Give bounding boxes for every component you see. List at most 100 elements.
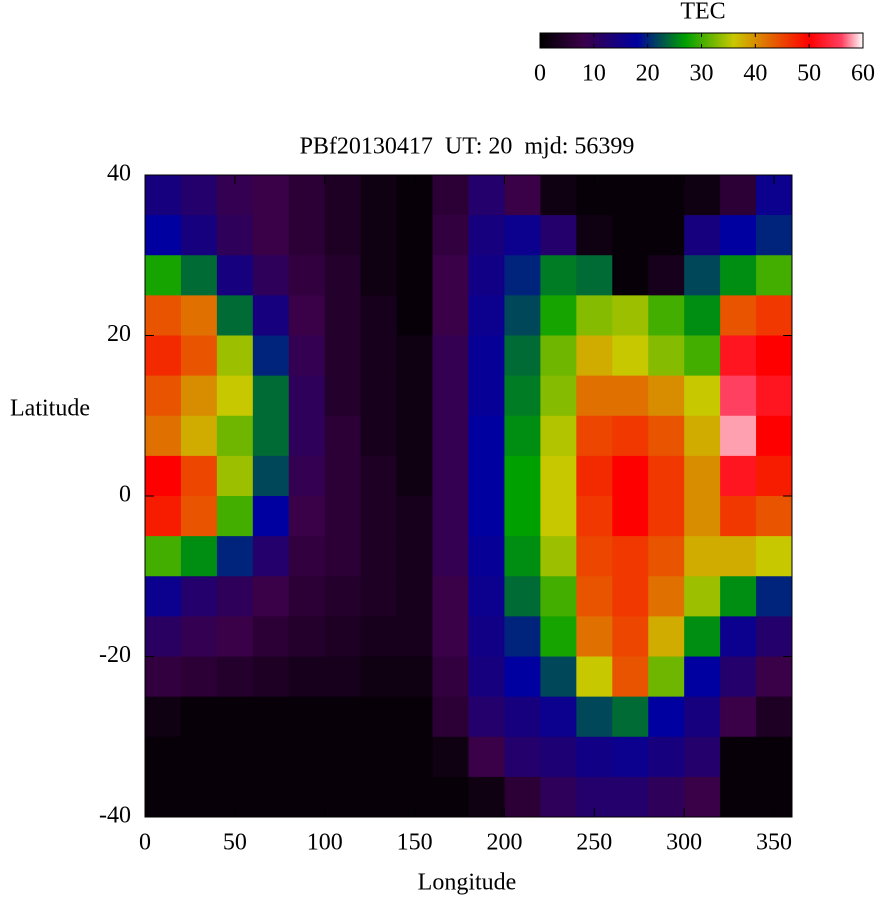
- heatmap-cell: [396, 375, 434, 417]
- heatmap-cell: [684, 616, 721, 657]
- heatmap-cell: [360, 375, 398, 417]
- heatmap-cell: [648, 295, 685, 336]
- heatmap-cell: [324, 455, 362, 497]
- heatmap-cell: [216, 215, 254, 256]
- heatmap-cell: [145, 375, 182, 417]
- heatmap-cell: [720, 576, 757, 617]
- heatmap-cell: [468, 696, 505, 738]
- heatmap-cell: [648, 536, 685, 577]
- heatmap-cell: [288, 455, 326, 497]
- heatmap-cell: [288, 776, 326, 818]
- heatmap-cell: [612, 496, 649, 537]
- heatmap-cell: [684, 255, 721, 296]
- heatmap-cell: [720, 255, 757, 296]
- x-tick-label: 250: [576, 830, 612, 856]
- heatmap-cell: [288, 175, 326, 216]
- heatmap-cell: [145, 455, 182, 497]
- heatmap-cell: [468, 656, 505, 698]
- heatmap-cell: [684, 696, 721, 738]
- heatmap-cell: [288, 536, 326, 577]
- heatmap-cell: [180, 255, 218, 296]
- heatmap-cell: [684, 375, 721, 417]
- heatmap-cell: [504, 776, 541, 818]
- heatmap-cell: [504, 255, 541, 296]
- heatmap-cell: [396, 696, 434, 738]
- heatmap-cell: [216, 656, 254, 698]
- heatmap-cell: [756, 375, 793, 417]
- heatmap-cell: [540, 295, 577, 336]
- heatmap-cell: [180, 576, 218, 617]
- heatmap-cell: [396, 335, 434, 377]
- heatmap-cell: [576, 375, 613, 417]
- heatmap-cell: [252, 736, 290, 778]
- heatmap-cell: [145, 496, 182, 537]
- heatmap-cell: [324, 335, 362, 377]
- heatmap-cell: [504, 175, 541, 216]
- heatmap-cell: [432, 375, 469, 417]
- heatmap-cell: [432, 616, 469, 657]
- heatmap-cell: [180, 215, 218, 256]
- y-tick-label: -40: [99, 803, 131, 829]
- heatmap-cell: [145, 415, 182, 457]
- heatmap-cell: [468, 375, 505, 417]
- heatmap-cell: [576, 736, 613, 778]
- heatmap-cell: [540, 175, 577, 216]
- heatmap-cell: [468, 295, 505, 336]
- heatmap-cell: [756, 415, 793, 457]
- heatmap-cell: [252, 255, 290, 296]
- heatmap-cell: [720, 536, 757, 577]
- heatmap-cell: [288, 295, 326, 336]
- heatmap-cell: [684, 455, 721, 497]
- heatmap-cell: [288, 415, 326, 457]
- heatmap-cell: [540, 415, 577, 457]
- heatmap-cell: [720, 375, 757, 417]
- colorbar-tick-label: 10: [582, 61, 606, 87]
- heatmap-cell: [288, 656, 326, 698]
- heatmap-cell: [180, 335, 218, 377]
- heatmap-cell: [648, 375, 685, 417]
- heatmap-cell: [360, 536, 398, 577]
- heatmap-cell: [576, 536, 613, 577]
- heatmap-cell: [648, 335, 685, 377]
- heatmap-cell: [324, 696, 362, 738]
- heatmap-cell: [648, 175, 685, 216]
- heatmap-cell: [504, 736, 541, 778]
- heatmap-cell: [288, 375, 326, 417]
- heatmap-cell: [648, 576, 685, 617]
- heatmap-cell: [288, 576, 326, 617]
- colorbar-tick-label: 20: [636, 61, 660, 87]
- heatmap-cell: [324, 616, 362, 657]
- heatmap-cell: [504, 496, 541, 537]
- heatmap-cell: [145, 215, 182, 256]
- heatmap-cell: [360, 616, 398, 657]
- heatmap-cell: [324, 215, 362, 256]
- heatmap-cell: [180, 175, 218, 216]
- heatmap-cell: [684, 415, 721, 457]
- heatmap-cell: [720, 335, 757, 377]
- heatmap-cell: [612, 576, 649, 617]
- heatmap-cell: [432, 536, 469, 577]
- heatmap-cell: [504, 335, 541, 377]
- heatmap-cell: [468, 175, 505, 216]
- heatmap-cell: [288, 215, 326, 256]
- heatmap-cell: [252, 415, 290, 457]
- heatmap-cell: [252, 295, 290, 336]
- heatmap-cell: [720, 496, 757, 537]
- heatmap-cell: [612, 295, 649, 336]
- heatmap-cell: [324, 496, 362, 537]
- heatmap-cell: [540, 496, 577, 537]
- x-tick-label: 150: [397, 830, 433, 856]
- heatmap-cell: [360, 656, 398, 698]
- heatmap-cell: [252, 656, 290, 698]
- heatmap-cell: [540, 696, 577, 738]
- heatmap-cell: [468, 415, 505, 457]
- heatmap-cell: [396, 656, 434, 698]
- heatmap-cell: [360, 455, 398, 497]
- heatmap-cell: [145, 736, 182, 778]
- heatmap-cell: [504, 215, 541, 256]
- colorbar-tick-label: 50: [797, 61, 821, 87]
- heatmap-cell: [396, 295, 434, 336]
- heatmap-cell: [684, 736, 721, 778]
- heatmap-cell: [612, 536, 649, 577]
- heatmap-cell: [504, 656, 541, 698]
